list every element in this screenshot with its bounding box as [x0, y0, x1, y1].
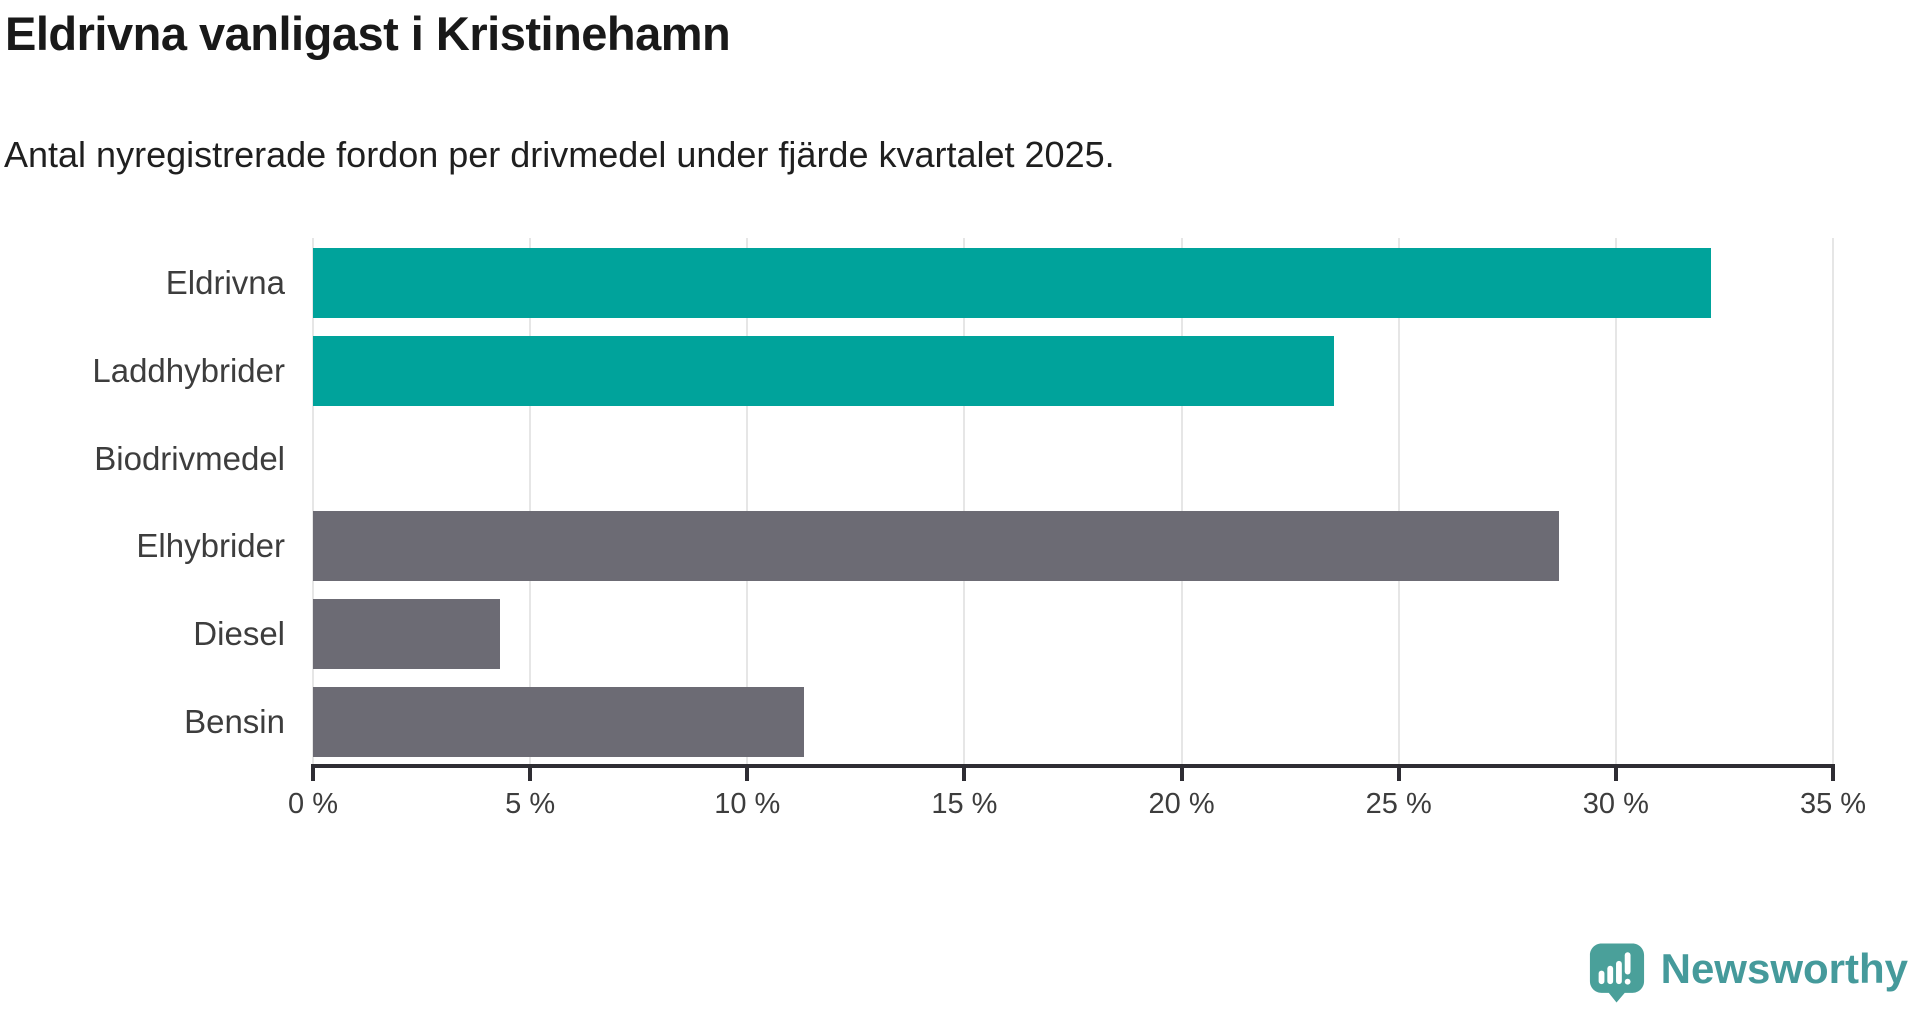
chart-subtitle: Antal nyregistrerade fordon per drivmede…: [4, 134, 1115, 175]
gridline-35: [1832, 238, 1834, 764]
bar-diesel: [313, 599, 500, 670]
gridline-25: [1397, 238, 1400, 764]
x-tick-30: [1613, 764, 1618, 781]
bar-elhybrider: [313, 511, 1560, 582]
x-tick-label-0: 0 %: [288, 788, 338, 820]
chart-title: Eldrivna vanligast i Kristinehamn: [5, 7, 731, 60]
x-tick-label-25: 25 %: [1365, 788, 1432, 820]
x-tick-label-15: 15 %: [931, 788, 998, 820]
x-tick-0: [311, 764, 315, 781]
x-tick-10: [745, 764, 750, 781]
bar-eldrivna: [313, 248, 1712, 318]
category-label-elhybrider: Elhybrider: [136, 527, 285, 565]
x-tick-20: [1179, 764, 1184, 781]
x-tick-label-10: 10 %: [714, 788, 781, 820]
plot-area: 0 % 5 % 10 % 15 % 20 % 25 % 30 % 35 %: [288, 238, 1866, 820]
category-label-diesel: Diesel: [193, 615, 285, 653]
bar-laddhybrider: [313, 335, 1334, 406]
x-tick-label-35: 35 %: [1799, 788, 1867, 820]
bar-bensin: [313, 687, 804, 757]
gridline-0: [312, 238, 314, 764]
category-label-biodrivmedel: Biodrivmedel: [94, 439, 285, 477]
category-label-bensin: Bensin: [184, 703, 285, 740]
x-tick-label-30: 30 %: [1582, 788, 1649, 820]
newsworthy-bubble-chart-icon: [1589, 943, 1644, 1003]
x-tick-15: [962, 764, 967, 781]
x-tick-35: [1831, 764, 1835, 781]
gridline-5: [529, 238, 532, 764]
x-tick-label-20: 20 %: [1148, 788, 1215, 820]
category-label-laddhybrider: Laddhybrider: [92, 351, 285, 389]
x-tick-25: [1396, 764, 1401, 781]
category-labels: Eldrivna Laddhybrider Biodrivmedel Elhybrid…: [0, 238, 285, 766]
newsworthy-logo-text: Newsworthy: [1660, 945, 1908, 992]
newsworthy-logo: Newsworthy: [1588, 942, 1908, 1004]
x-tick-label-5: 5 %: [505, 788, 556, 820]
gridline-20: [1180, 238, 1183, 764]
x-tick-5: [528, 764, 533, 781]
gridline-30: [1614, 238, 1617, 764]
gridline-10: [746, 238, 749, 764]
category-label-eldrivna: Eldrivna: [165, 264, 285, 301]
gridline-15: [963, 238, 966, 764]
x-axis-line: [311, 764, 1835, 768]
